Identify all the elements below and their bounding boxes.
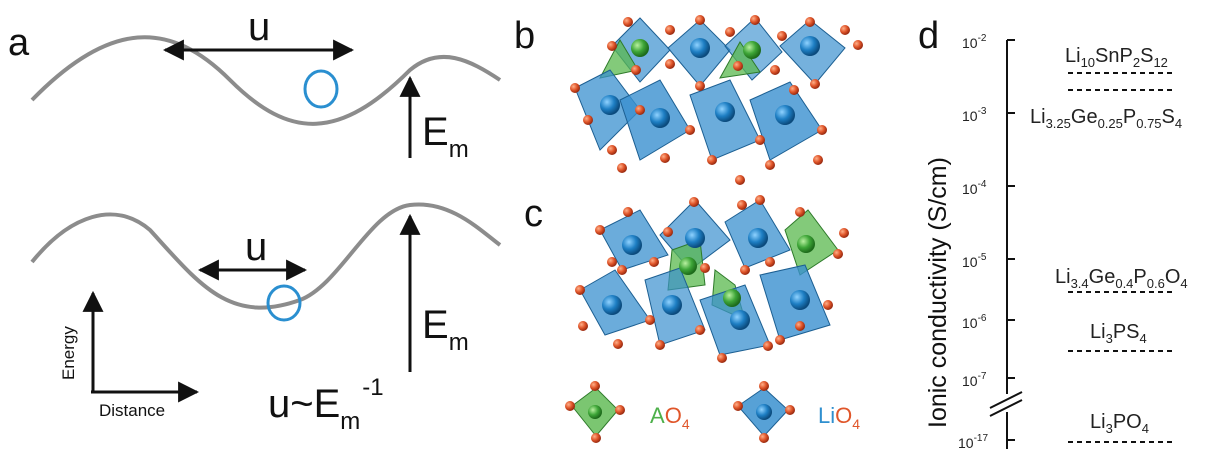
relation-formula: u~Em-1 xyxy=(268,374,384,435)
compound-li3po4: Li3PO4 xyxy=(1090,411,1149,436)
lio4-tetrahedron-icon xyxy=(733,381,795,443)
axis-break-mark xyxy=(989,391,1023,409)
conductivity-axis-label: Ionic conductivity (S/cm) xyxy=(924,157,952,428)
compound-li3ps4: Li3PS4 xyxy=(1090,321,1147,346)
compound-li10snp2s12: Li10SnP2S12 xyxy=(1065,45,1168,70)
energy-axis-label: Energy xyxy=(59,326,78,380)
panel-letter-d: d xyxy=(918,15,939,57)
ao4-tetrahedron-icon xyxy=(565,381,625,443)
tick-label: 10-17 xyxy=(958,433,988,449)
ion-circle-top xyxy=(303,69,339,109)
lio4-label: LiO4 xyxy=(818,403,860,432)
panel-d: d Ionic conductivity (S/cm) 10-2 10-3 10… xyxy=(918,15,1188,449)
u-label-bottom: u xyxy=(245,225,267,269)
tick-label: 10-3 xyxy=(962,106,987,124)
u-label-top: u xyxy=(248,5,270,49)
tick-label: 10-5 xyxy=(962,252,987,270)
axis-break-mark xyxy=(989,399,1023,417)
compound-li3.4ge0.4p0.6o4: Li3.4Ge0.4P0.6O4 xyxy=(1055,266,1188,291)
panel-a: a u Em u Em Energy Distance u~Em-1 xyxy=(8,5,502,435)
panel-b: b xyxy=(514,15,863,185)
distance-axis-label: Distance xyxy=(99,401,165,420)
panel-letter-c: c xyxy=(524,193,543,235)
ao4-label: AO4 xyxy=(650,403,690,432)
axis-ticks xyxy=(1007,39,1015,441)
tick-label: 10-7 xyxy=(962,371,987,389)
energy-curve-bottom xyxy=(30,202,502,310)
crystal-structure-c xyxy=(575,195,849,363)
compound-li3.25ge0.25p0.75s4: Li3.25Ge0.25P0.75S4 xyxy=(1030,106,1182,131)
tick-label: 10-4 xyxy=(962,179,987,197)
structure-legend: AO4 LiO4 xyxy=(565,381,860,443)
crystal-structure-b xyxy=(570,15,863,185)
panel-letter-a: a xyxy=(8,22,30,64)
ion-circle-bottom xyxy=(266,284,302,322)
tick-label: 10-2 xyxy=(962,33,987,51)
tick-label: 10-6 xyxy=(962,313,987,331)
energy-curve-top xyxy=(30,35,502,126)
em-label-bottom: Em xyxy=(422,303,469,356)
panel-c: c xyxy=(524,193,849,363)
panel-letter-b: b xyxy=(514,15,535,57)
em-label-top: Em xyxy=(422,110,469,163)
